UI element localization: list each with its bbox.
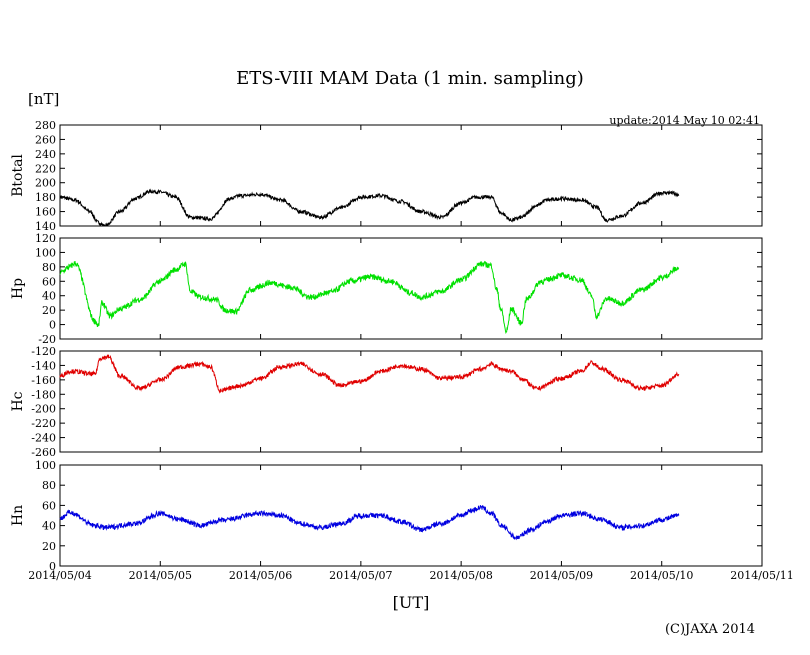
x-tick-label: 2014/05/11 [730,569,793,582]
y-tick-label: -220 [31,417,56,430]
y-tick-label: 40 [42,290,56,303]
copyright: (C)JAXA 2014 [665,622,755,637]
y-tick-label: 260 [35,133,56,146]
y-tick-label: -180 [31,388,56,401]
y-tick-label: -260 [31,446,56,459]
y-tick-label: 0 [49,319,56,332]
y-tick-label: 100 [35,459,56,472]
series-line-hc [59,354,680,394]
panel-frame [59,350,763,453]
y-tick-label: 280 [35,119,56,132]
panel-frame [59,237,763,340]
y-tick-label: 200 [35,177,56,190]
x-tick-label: 2014/05/08 [429,569,492,582]
panel-label-hc: Hc [10,391,26,411]
panel-hc: -260-240 -220-200 -180-160 -140-120 Hc [10,345,763,459]
y-tick-label: 160 [35,206,56,219]
y-tick-label: 0 [49,560,56,573]
panel-label-hn: Hn [10,505,26,526]
x-tick-label: 2014/05/10 [630,569,693,582]
x-tick-label: 2014/05/09 [530,569,593,582]
x-tick-label: 2014/05/06 [229,569,292,582]
panel-frame [59,124,763,227]
y-tick-label: 180 [35,191,56,204]
y-tick-label: 80 [42,261,56,274]
y-tick-label: 60 [42,499,56,512]
x-tick-label: 2014/05/05 [129,569,192,582]
x-tick-label: 2014/05/07 [329,569,392,582]
y-tick-label: 140 [35,220,56,233]
y-tick-label: 60 [42,275,56,288]
y-tick-label: 80 [42,479,56,492]
y-tick-label: 100 [35,246,56,259]
x-tick-label: 2014/05/04 [28,569,91,582]
y-tick-label: 20 [42,304,56,317]
panel-label-btotal: Btotal [10,154,26,197]
series-line-hp [59,260,680,335]
y-tick-label: 240 [35,148,56,161]
unit-label: [nT] [28,90,59,108]
update-timestamp: update:2014 May 10 02:41 [609,114,760,127]
y-tick-label: -160 [31,374,56,387]
y-tick-label: -140 [31,359,56,372]
series-line-btotal [59,188,680,227]
series-line-hn [59,505,680,541]
y-tick-label: -120 [31,345,56,358]
x-axis-label: [UT] [393,593,430,612]
panels: 140160180200220240260280Btotal-200204060… [10,119,794,582]
y-tick-label: 220 [35,162,56,175]
y-tick-label: 20 [42,540,56,553]
panel-hn: 0 20 40 60 80 100 Hn [10,459,763,573]
y-tick-label: -200 [31,403,56,416]
y-tick-label: 40 [42,520,56,533]
chart-title: ETS-VIII MAM Data (1 min. sampling) [236,68,584,89]
panel-label-hp: Hp [10,278,26,299]
y-tick-label: -240 [31,432,56,445]
panel-frame [59,464,763,567]
y-tick-label: 120 [35,232,56,245]
y-tick-label: -20 [38,333,56,346]
